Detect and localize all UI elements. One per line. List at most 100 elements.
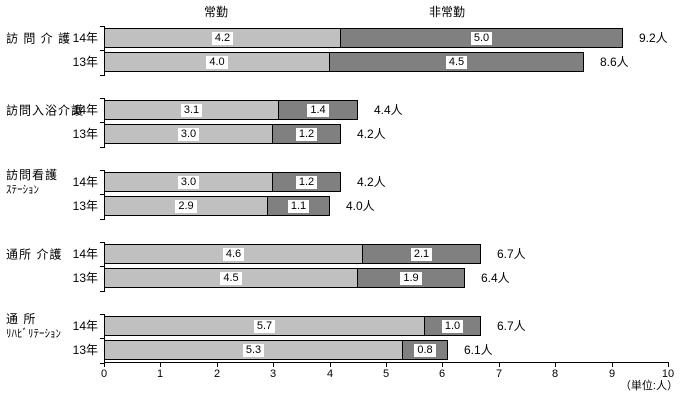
group-axis-line <box>104 26 105 76</box>
year-label: 13年 <box>72 271 98 285</box>
category-label-line: ｽﾃｰｼｮﾝ <box>6 184 39 196</box>
segment-value-label: 5.7 <box>253 319 276 333</box>
bar-segment-fulltime: 4.2 <box>104 28 341 48</box>
group-axis-tick <box>100 75 104 76</box>
segment-value-label: 3.1 <box>180 103 203 117</box>
segment-value-label: 1.9 <box>400 271 422 285</box>
bar-segment-fulltime: 3.1 <box>104 100 279 120</box>
total-label: 9.2人 <box>639 31 668 45</box>
group-axis-tick <box>100 242 104 243</box>
x-axis-tick-label: 9 <box>608 368 616 380</box>
x-axis-tick-label: 6 <box>438 368 446 380</box>
x-axis-tick <box>668 362 669 367</box>
group-axis-tick <box>100 26 104 27</box>
x-axis-tick <box>273 362 274 367</box>
group-axis-tick <box>100 170 104 171</box>
bar-segment-fulltime: 5.3 <box>104 340 403 360</box>
total-label: 4.2人 <box>357 127 386 141</box>
category-label: 訪問入浴介護 <box>6 104 84 119</box>
x-axis-tick <box>555 362 556 367</box>
bar-segment-fulltime: 2.9 <box>104 196 268 216</box>
segment-value-label: 5.0 <box>470 31 493 45</box>
category-label: 訪問看護 ｽﾃｰｼｮﾝ <box>6 168 58 198</box>
group-axis-tick <box>100 122 104 123</box>
total-label: 4.2人 <box>357 175 386 189</box>
x-axis-tick <box>104 362 105 367</box>
segment-value-label: 1.1 <box>287 199 310 213</box>
total-label: 8.6人 <box>600 55 629 69</box>
year-label: 14年 <box>72 175 98 189</box>
segment-value-label: 4.2 <box>211 31 234 45</box>
bar-segment-parttime: 5.0 <box>340 28 623 48</box>
segment-value-label: 2.1 <box>410 247 433 261</box>
x-axis-tick-label: 5 <box>382 368 390 380</box>
group-axis-tick <box>100 338 104 339</box>
bar-segment-fulltime: 4.5 <box>104 268 358 288</box>
segment-value-label: 2.9 <box>175 199 197 213</box>
x-axis-tick <box>330 362 331 367</box>
bar-segment-parttime: 1.9 <box>357 268 465 288</box>
bar-segment-fulltime: 4.6 <box>104 244 363 264</box>
group-axis-tick <box>100 363 104 364</box>
group-axis-tick <box>100 50 104 51</box>
segment-value-label: 4.6 <box>222 247 245 261</box>
group-axis-tick <box>100 147 104 148</box>
bar-segment-fulltime: 3.0 <box>104 124 273 144</box>
segment-value-label: 1.2 <box>295 175 318 189</box>
category-label: 訪 問 介 護 <box>6 32 71 47</box>
x-axis-tick <box>217 362 218 367</box>
group-axis-line <box>104 98 105 148</box>
x-axis-tick-label: 2 <box>213 368 221 380</box>
segment-value-label: 1.0 <box>441 319 464 333</box>
year-label: 13年 <box>72 199 98 213</box>
x-axis-tick <box>612 362 613 367</box>
x-axis-tick-label: 8 <box>551 368 559 380</box>
bar-segment-fulltime: 3.0 <box>104 172 273 192</box>
bar-segment-parttime: 1.2 <box>272 124 341 144</box>
x-axis-tick <box>442 362 443 367</box>
unit-note: （単位:人） <box>619 380 678 392</box>
segment-value-label: 0.8 <box>414 343 436 357</box>
group-axis-line <box>104 314 105 364</box>
bar-segment-parttime: 1.2 <box>272 172 341 192</box>
x-axis-tick <box>160 362 161 367</box>
group-axis-line <box>104 242 105 292</box>
category-label-line: 訪 問 介 護 <box>6 31 72 46</box>
bar-segment-parttime: 4.5 <box>329 52 584 72</box>
x-axis-tick-label: 0 <box>100 368 108 380</box>
group-axis-tick <box>100 266 104 267</box>
category-label-line: ﾘﾊﾋﾞﾘﾃｰｼｮﾝ <box>6 328 61 340</box>
bar-segment-parttime: 2.1 <box>362 244 481 264</box>
segment-value-label: 5.3 <box>242 343 265 357</box>
total-label: 6.1人 <box>464 343 493 357</box>
x-axis-tick-label: 3 <box>269 368 277 380</box>
segment-value-label: 4.5 <box>445 55 468 69</box>
bar-segment-parttime: 0.8 <box>402 340 448 360</box>
series-header-fulltime: 常勤 <box>203 5 229 19</box>
total-label: 6.7人 <box>497 319 526 333</box>
segment-value-label: 3.0 <box>177 175 200 189</box>
x-axis-tick-label: 10 <box>661 368 675 380</box>
x-axis-tick-label: 4 <box>326 368 334 380</box>
group-axis-tick <box>100 291 104 292</box>
category-label-line: 訪問入浴介護 <box>6 103 85 118</box>
category-label-line: 訪問看護 <box>6 168 59 182</box>
segment-value-label: 3.0 <box>177 127 200 141</box>
total-label: 6.7人 <box>497 247 526 261</box>
bar-segment-fulltime: 4.0 <box>104 52 330 72</box>
x-axis-tick-label: 1 <box>156 368 164 380</box>
segment-value-label: 4.5 <box>220 271 242 285</box>
group-axis-tick <box>100 194 104 195</box>
total-label: 4.0人 <box>346 199 375 213</box>
category-label: 通所 介護 <box>6 248 62 263</box>
year-label: 13年 <box>72 343 98 357</box>
bar-segment-fulltime: 5.7 <box>104 316 425 336</box>
x-axis-tick <box>386 362 387 367</box>
group-axis-tick <box>100 219 104 220</box>
year-label: 13年 <box>72 55 98 69</box>
category-label-line: 通 所 <box>6 312 37 326</box>
year-label: 14年 <box>72 31 98 45</box>
bar-segment-parttime: 1.0 <box>424 316 481 336</box>
bar-segment-parttime: 1.1 <box>267 196 330 216</box>
